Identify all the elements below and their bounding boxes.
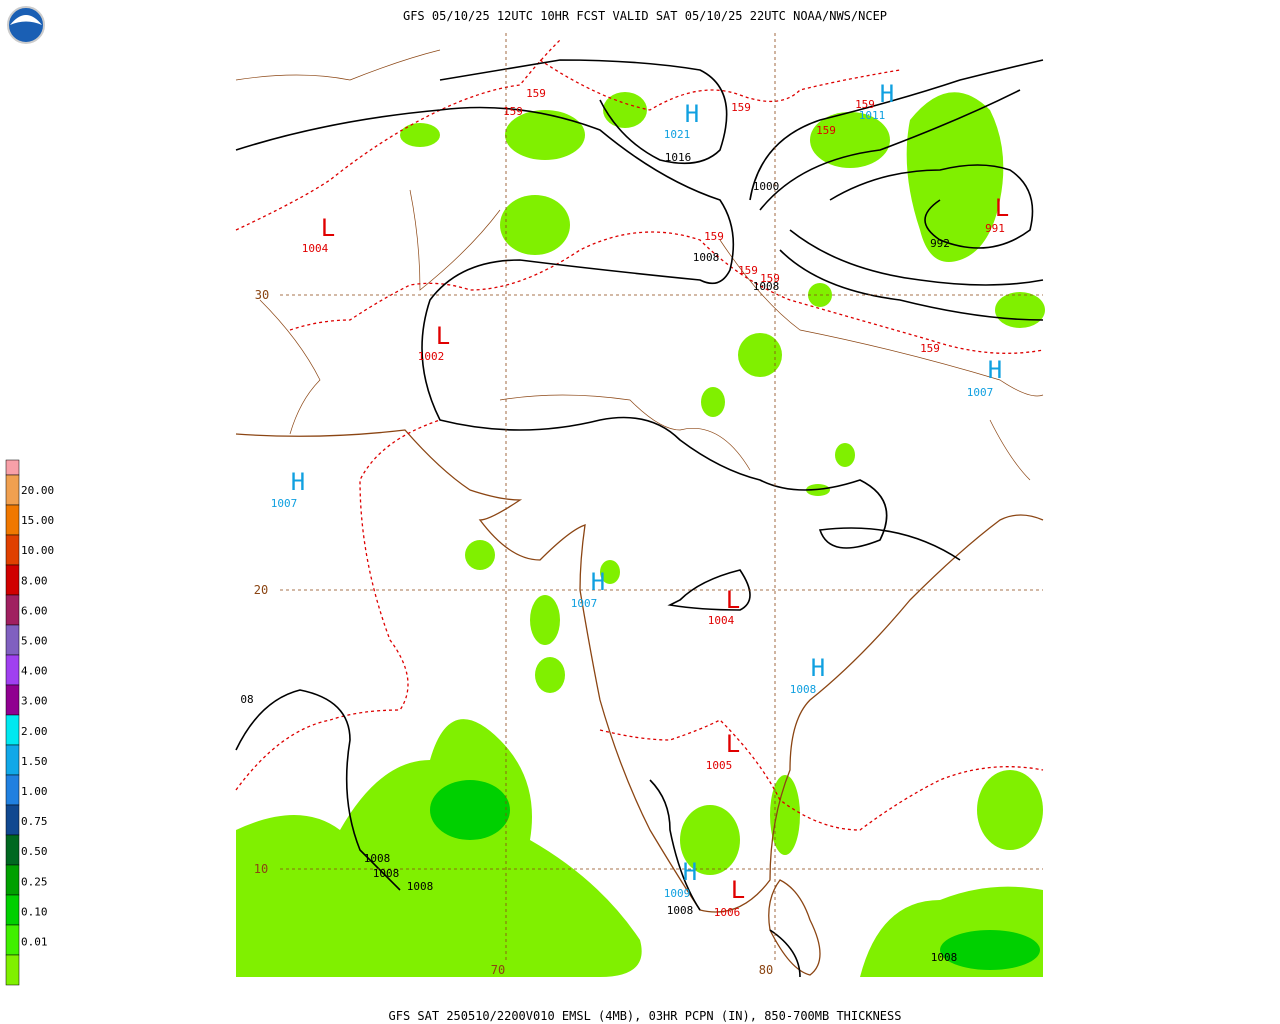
pressure-center-value: 1008 xyxy=(790,683,817,696)
legend-swatch xyxy=(5,534,20,566)
legend-label: 0.50 xyxy=(21,845,48,858)
isobar-label: 1008 xyxy=(667,904,694,917)
lat-label: 20 xyxy=(254,583,268,597)
pressure-center-symbol: H xyxy=(811,654,825,682)
legend-label: 8.00 xyxy=(21,574,48,587)
legend-label: 10.00 xyxy=(21,544,54,557)
legend-label: 3.00 xyxy=(21,695,48,708)
pressure-center-symbol: L xyxy=(726,586,740,614)
pressure-center-value: 991 xyxy=(985,222,1005,235)
legend-swatch xyxy=(5,804,20,836)
isobar-label: 1008 xyxy=(373,867,400,880)
lat-label: 30 xyxy=(255,288,269,302)
thickness-label: 159 xyxy=(738,264,758,277)
lon-label: 70 xyxy=(491,963,505,977)
legend-swatch xyxy=(5,564,20,596)
pressure-center-value: 1007 xyxy=(571,597,598,610)
isobar-label: 992 xyxy=(930,237,950,250)
legend-swatch xyxy=(5,474,20,506)
legend-swatch xyxy=(5,684,20,716)
legend-label: 1.50 xyxy=(21,755,48,768)
pressure-center-value: 1007 xyxy=(967,386,994,399)
isobar-label: 1008 xyxy=(753,280,780,293)
legend-swatch xyxy=(5,459,20,476)
pressure-center-value: 1004 xyxy=(708,614,735,627)
thickness-label: 159 xyxy=(731,101,751,114)
thickness-label: 159 xyxy=(855,98,875,111)
pressure-center-value: 1002 xyxy=(418,350,445,363)
pressure-center-symbol: H xyxy=(988,356,1002,384)
legend-label: 20.00 xyxy=(21,484,54,497)
isobar-label: 1008 xyxy=(931,951,958,964)
pressure-center-symbol: H xyxy=(880,80,894,108)
legend-label: 6.00 xyxy=(21,604,48,617)
precip-areas xyxy=(236,92,1045,977)
thickness-contours xyxy=(235,39,1044,831)
pressure-center-symbol: H xyxy=(683,858,697,886)
isobar-label: 1008 xyxy=(364,852,391,865)
legend-label: 15.00 xyxy=(21,514,54,527)
thickness-label: 159 xyxy=(816,124,836,137)
legend-swatch xyxy=(5,744,20,776)
legend-swatch xyxy=(5,714,20,746)
thickness-label: 159 xyxy=(920,342,940,355)
pressure-center-symbol: L xyxy=(731,876,745,904)
graticule xyxy=(280,33,1043,960)
pressure-center-value: 1021 xyxy=(664,128,691,141)
legend-swatch xyxy=(5,864,20,896)
legend-swatch xyxy=(5,654,20,686)
thickness-label: 159 xyxy=(760,272,780,285)
isobar-label: 1000 xyxy=(753,180,780,193)
thickness-label: 159 xyxy=(704,230,724,243)
legend: 20.00 15.00 10.00 8.00 6.00 5.00 4.00 3.00 2.00 1… xyxy=(5,459,54,986)
legend-label: 0.25 xyxy=(21,875,48,888)
legend-label: 0.10 xyxy=(21,905,48,918)
thickness-label: 159 xyxy=(526,87,546,100)
pressure-center-symbol: L xyxy=(321,214,335,242)
legend-label: 0.01 xyxy=(21,936,48,949)
isobar-label: 08 xyxy=(240,693,253,706)
legend-swatch xyxy=(5,774,20,806)
pressure-center-value: 1007 xyxy=(271,497,298,510)
legend-label: 2.00 xyxy=(21,725,48,738)
legend-swatch xyxy=(5,834,20,866)
thickness-label: 159 xyxy=(503,105,523,118)
legend-swatch xyxy=(5,924,20,956)
pressure-center-value: 1004 xyxy=(302,242,329,255)
isobar-label: 1008 xyxy=(407,880,434,893)
pressure-center-value: 1006 xyxy=(714,906,741,919)
map-title: GFS 05/10/25 12UTC 10HR FCST VALID SAT 0… xyxy=(403,9,887,23)
lat-label: 10 xyxy=(254,862,268,876)
legend-swatch xyxy=(5,504,20,536)
legend-label: 0.75 xyxy=(21,815,48,828)
isobar-label: 1016 xyxy=(665,151,692,164)
pressure-center-value: 1009 xyxy=(664,887,691,900)
lon-label: 80 xyxy=(759,963,773,977)
legend-swatch xyxy=(5,894,20,926)
coastline xyxy=(235,429,1044,976)
pressure-center-symbol: L xyxy=(995,194,1009,222)
legend-label: 4.00 xyxy=(21,665,48,678)
borders xyxy=(235,49,1044,481)
isobar-label: 1008 xyxy=(693,251,720,264)
pressure-center-symbol: H xyxy=(685,100,699,128)
legend-swatch xyxy=(5,594,20,626)
pressure-center-value: 1011 xyxy=(859,109,886,122)
noaa-logo xyxy=(7,6,45,44)
pressure-center-symbol: H xyxy=(291,468,305,496)
legend-label: 5.00 xyxy=(21,635,48,648)
pressure-center-symbol: L xyxy=(726,730,740,758)
map-caption: GFS SAT 250510/2200V010 EMSL (4MB), 03HR… xyxy=(389,1009,902,1023)
legend-swatch xyxy=(5,624,20,656)
pressure-center-value: 1005 xyxy=(706,759,733,772)
legend-swatch xyxy=(5,954,20,986)
pressure-center-symbol: L xyxy=(436,322,450,350)
legend-label: 1.00 xyxy=(21,785,48,798)
pressure-center-symbol: H xyxy=(591,568,605,596)
